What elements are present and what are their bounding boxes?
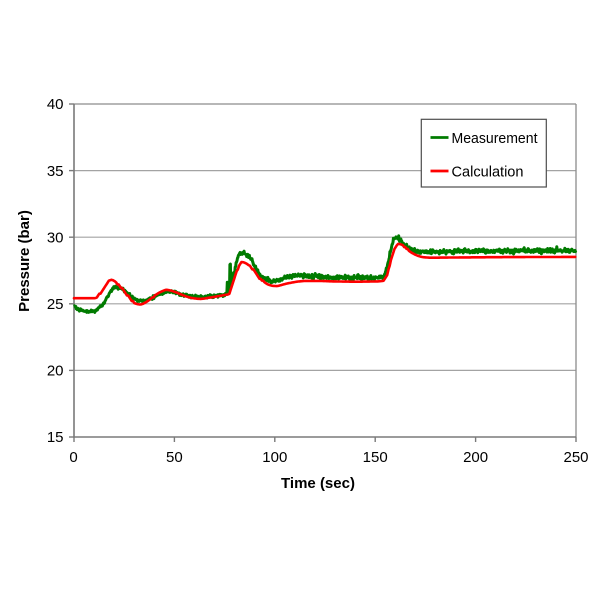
svg-text:Time (sec): Time (sec) xyxy=(281,475,355,492)
svg-text:25: 25 xyxy=(47,296,64,313)
svg-text:150: 150 xyxy=(363,449,388,466)
svg-text:Calculation: Calculation xyxy=(452,165,524,181)
svg-text:20: 20 xyxy=(47,363,64,380)
svg-text:100: 100 xyxy=(262,449,287,466)
svg-text:250: 250 xyxy=(563,449,588,466)
svg-text:15: 15 xyxy=(47,429,64,446)
svg-text:35: 35 xyxy=(47,163,64,180)
svg-text:30: 30 xyxy=(47,229,64,246)
svg-text:50: 50 xyxy=(166,449,183,466)
svg-text:200: 200 xyxy=(463,449,488,466)
svg-text:Measurement: Measurement xyxy=(452,131,538,147)
svg-text:Pressure (bar): Pressure (bar) xyxy=(16,210,33,312)
svg-text:40: 40 xyxy=(47,96,64,113)
svg-text:0: 0 xyxy=(69,449,77,466)
